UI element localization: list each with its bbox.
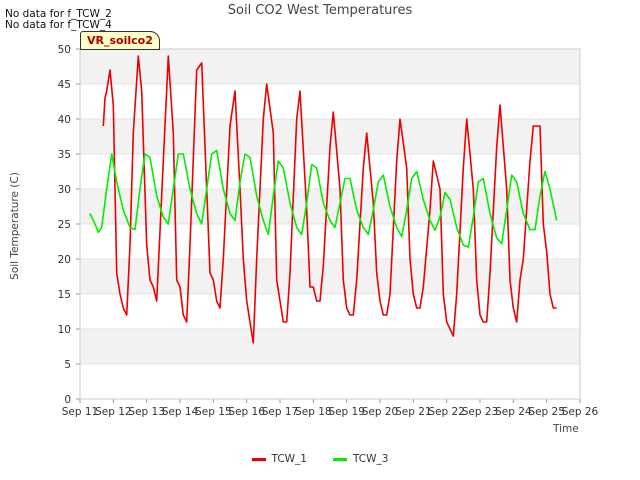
y-tick-label: 0 <box>64 394 71 406</box>
series-line-tcw3 <box>89 149 558 248</box>
no-data-note-tcw4: No data for f_TCW_4 <box>5 19 112 31</box>
series-line-tcw1 <box>102 55 557 344</box>
x-tick-label: Sep 18 <box>295 406 332 418</box>
x-tick-label: Sep 19 <box>328 406 365 418</box>
x-tick-label: Sep 21 <box>395 406 432 418</box>
y-tick-label: 40 <box>58 114 71 126</box>
y-axis-label: Soil Temperature (C) <box>9 172 21 280</box>
y-tick-label: 15 <box>58 289 71 301</box>
site-label-badge: VR_soilco2 <box>80 31 160 50</box>
x-tick-label: Sep 15 <box>195 406 232 418</box>
legend-item-tcw3: TCW_3 <box>333 453 388 465</box>
y-tick-label: 10 <box>58 324 71 336</box>
legend-item-tcw1: TCW_1 <box>251 453 307 465</box>
x-tick-label: Sep 26 <box>562 406 599 418</box>
x-tick-label: Sep 25 <box>528 406 565 418</box>
y-axis-ticks: 0 5 10 15 20 25 30 35 40 45 50 <box>58 44 80 406</box>
x-tick-label: Sep 16 <box>228 406 265 418</box>
x-tick-label: Sep 14 <box>162 406 199 418</box>
y-tick-label: 5 <box>64 359 71 371</box>
x-tick-label: Sep 20 <box>362 406 399 418</box>
background-band <box>80 329 580 364</box>
x-tick-label: Sep 12 <box>95 406 132 418</box>
y-tick-label: 25 <box>58 219 71 231</box>
legend: TCW_1 TCW_3 <box>0 453 640 465</box>
background-bands <box>80 49 580 364</box>
no-data-note-tcw2: No data for f_TCW_2 <box>5 8 112 20</box>
legend-swatch-tcw3 <box>333 457 347 461</box>
x-tick-label: Sep 22 <box>428 406 465 418</box>
legend-swatch-tcw1 <box>251 457 266 461</box>
y-tick-label: 45 <box>58 79 71 91</box>
x-tick-label: Sep 17 <box>262 406 299 418</box>
y-tick-label: 30 <box>58 184 71 196</box>
x-tick-label: Sep 24 <box>495 406 532 418</box>
y-tick-label: 35 <box>58 149 71 161</box>
x-tick-label: Sep 13 <box>128 406 165 418</box>
legend-label-tcw3: TCW_3 <box>353 453 389 465</box>
y-tick-label: 20 <box>58 254 71 266</box>
legend-label-tcw1: TCW_1 <box>271 453 307 465</box>
background-band <box>80 259 580 294</box>
plot-frame <box>79 48 581 400</box>
series-group <box>89 55 558 344</box>
chart-title: Soil CO2 West Temperatures <box>227 3 413 18</box>
x-axis-label: Time <box>553 423 579 435</box>
x-tick-label: Sep 23 <box>462 406 499 418</box>
y-tick-label: 50 <box>58 44 71 56</box>
x-tick-label: Sep 11 <box>62 406 99 418</box>
background-band <box>80 49 580 84</box>
